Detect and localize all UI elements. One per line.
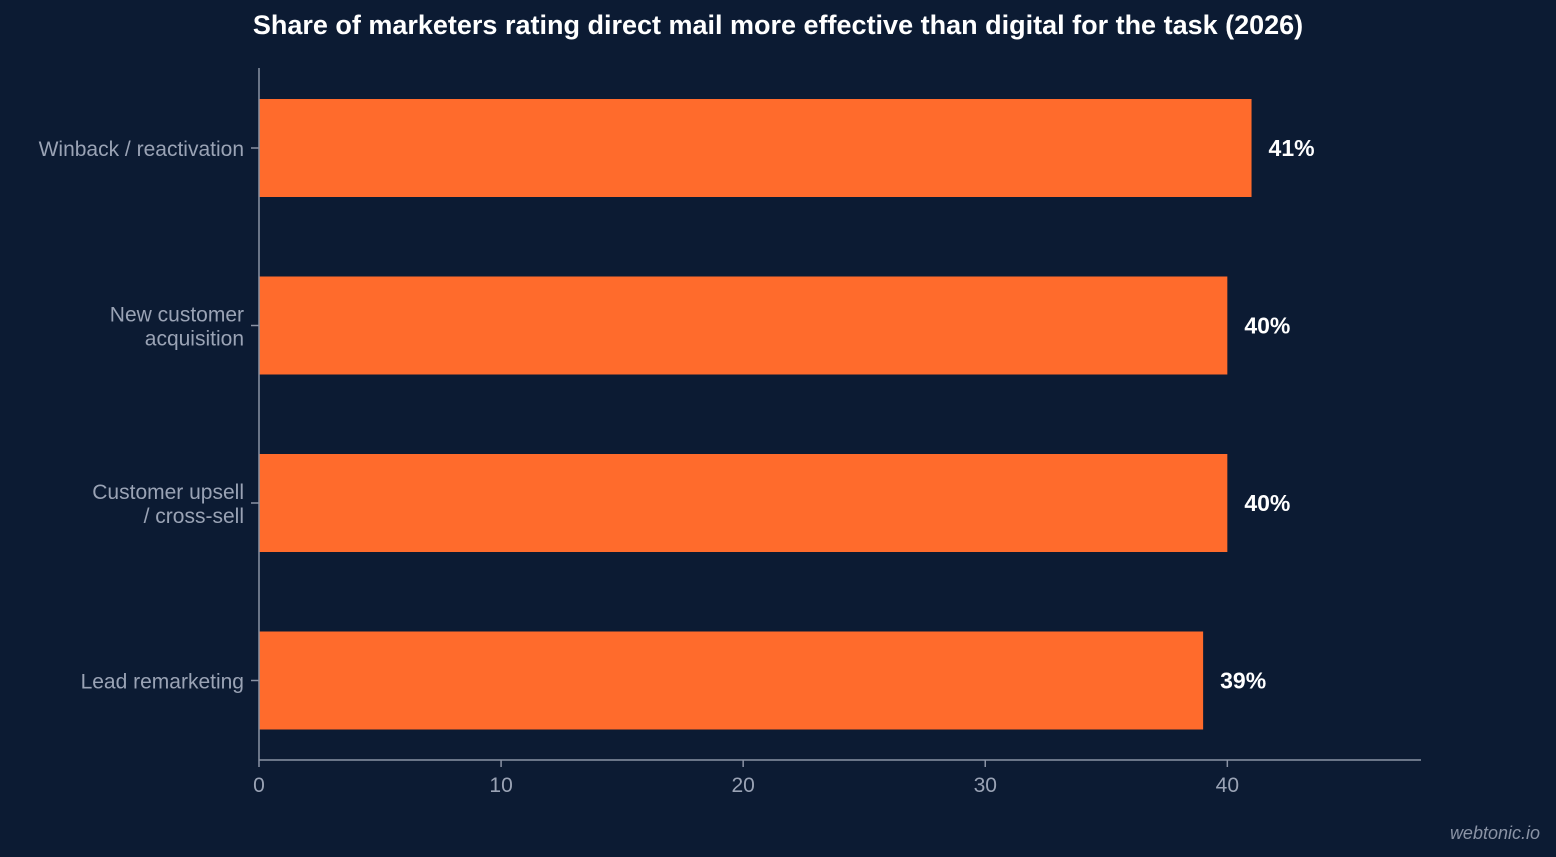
x-tick-label-20: 20 bbox=[731, 774, 754, 797]
bar-2 bbox=[259, 276, 1228, 375]
watermark: webtonic.io bbox=[1449, 823, 1540, 843]
x-tick-label-40: 40 bbox=[1216, 774, 1239, 797]
bar-value-label-4: 39% bbox=[1220, 668, 1266, 694]
bar-value-label-1: 41% bbox=[1269, 135, 1315, 161]
x-tick-label-10: 10 bbox=[489, 774, 512, 797]
category-label-4: Lead remarketing bbox=[81, 671, 244, 694]
category-label-2: New customer acquisition bbox=[110, 304, 244, 351]
chart-title: Share of marketers rating direct mail mo… bbox=[252, 10, 1304, 40]
x-tick-label-0: 0 bbox=[253, 774, 265, 797]
category-label-1: Winback / reactivation bbox=[39, 138, 244, 161]
bar-value-label-2: 40% bbox=[1244, 313, 1290, 339]
x-tick-label-30: 30 bbox=[974, 774, 997, 797]
bar-value-label-3: 40% bbox=[1244, 490, 1290, 516]
bar-3 bbox=[259, 454, 1228, 552]
category-label-3: Customer upsell / cross-sell bbox=[92, 481, 244, 528]
bar-1 bbox=[259, 99, 1252, 197]
bar-4 bbox=[259, 631, 1204, 730]
